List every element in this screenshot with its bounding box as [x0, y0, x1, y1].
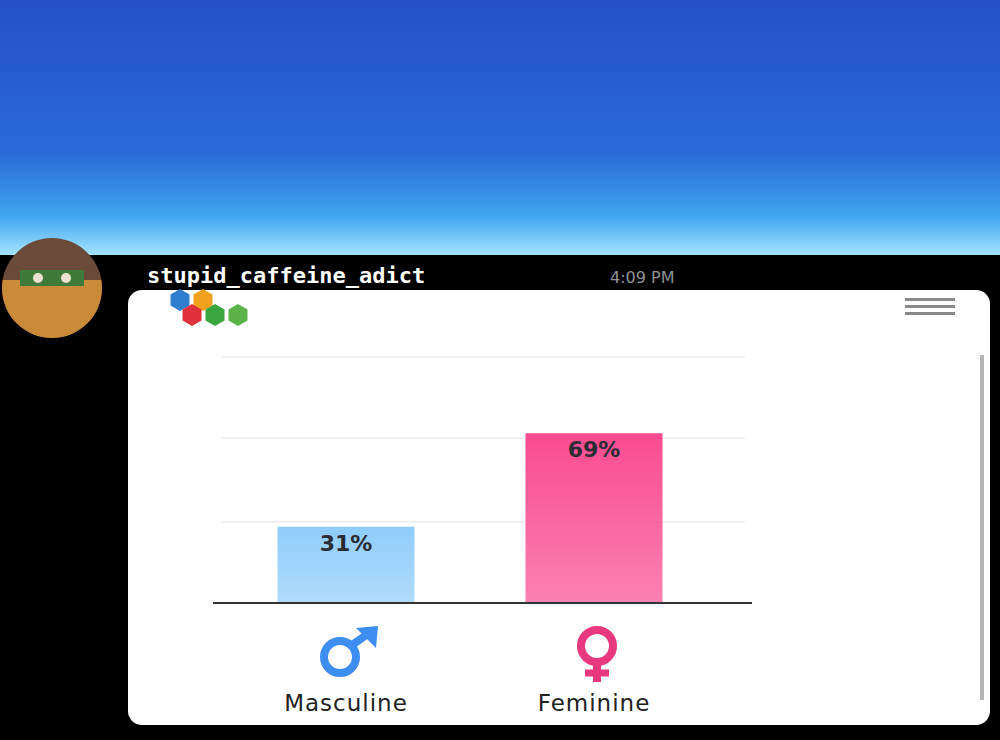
menu-icon	[905, 305, 955, 308]
category-label: Feminine	[538, 690, 651, 716]
timestamp: 4:09 PM	[610, 268, 674, 287]
category-label: Masculine	[284, 690, 408, 716]
logo-hex	[183, 304, 202, 326]
male-icon	[324, 626, 378, 673]
bar	[526, 433, 663, 603]
bar	[278, 527, 415, 603]
bars	[278, 433, 663, 603]
grid-line	[222, 438, 745, 439]
logo-hex	[229, 304, 248, 326]
avatar-shape	[20, 270, 84, 286]
avatar-shape	[0, 280, 104, 340]
chart-card	[128, 290, 990, 725]
icon-part	[356, 626, 378, 648]
menu-icon	[905, 312, 955, 315]
icon-part	[324, 641, 356, 673]
icon-part	[585, 670, 609, 677]
data-label: 31%	[320, 531, 373, 556]
chat-background	[0, 255, 1000, 740]
menu-icon	[905, 298, 955, 301]
axis-line	[213, 602, 752, 604]
username: stupid_caffeine_adict	[147, 263, 425, 288]
avatar-shape	[61, 273, 71, 283]
data-label: 69%	[568, 437, 621, 462]
icon-part	[581, 630, 613, 662]
avatar-bg	[0, 236, 104, 340]
page: stupid_caffeine_adict 4:09 PM 31% 69% Mascul…	[0, 0, 1000, 740]
header-background	[0, 0, 1000, 255]
logo-hex	[206, 304, 225, 326]
grid-line	[222, 357, 745, 358]
avatar	[0, 236, 104, 340]
avatar-shape	[33, 273, 43, 283]
female-icon	[581, 630, 613, 682]
scrollbar	[980, 355, 984, 700]
grid-line	[222, 521, 745, 522]
